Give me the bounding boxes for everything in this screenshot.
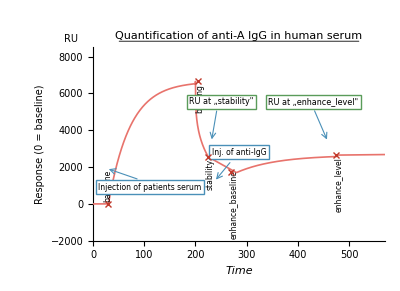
X-axis label: Time: Time [225, 266, 253, 276]
Text: stability: stability [205, 159, 214, 190]
Text: enhance_baseline: enhance_baseline [228, 171, 237, 239]
Text: Quantification of anti-A IgG in human serum: Quantification of anti-A IgG in human se… [116, 31, 362, 41]
Text: RU at „enhance_level": RU at „enhance_level" [268, 97, 358, 106]
Text: baseline: baseline [103, 170, 112, 203]
Y-axis label: Response (0 = baseline): Response (0 = baseline) [35, 84, 45, 204]
Text: RU at „stability": RU at „stability" [189, 97, 254, 106]
Text: Inj. of anti-IgG: Inj. of anti-IgG [212, 148, 266, 157]
Text: RU: RU [64, 33, 78, 44]
Text: enhance_level: enhance_level [333, 157, 342, 212]
Text: binding: binding [195, 84, 204, 113]
Text: Injection of patients serum: Injection of patients serum [98, 183, 202, 192]
